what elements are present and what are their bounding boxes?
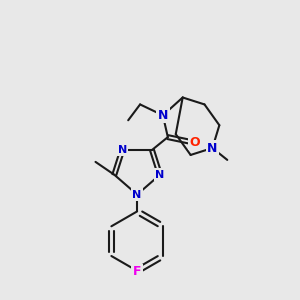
Text: N: N [158, 109, 168, 122]
Text: N: N [118, 145, 127, 155]
Text: F: F [133, 266, 141, 278]
Text: N: N [207, 142, 218, 154]
Text: N: N [155, 170, 164, 180]
Text: O: O [189, 136, 200, 148]
Text: N: N [133, 190, 142, 200]
